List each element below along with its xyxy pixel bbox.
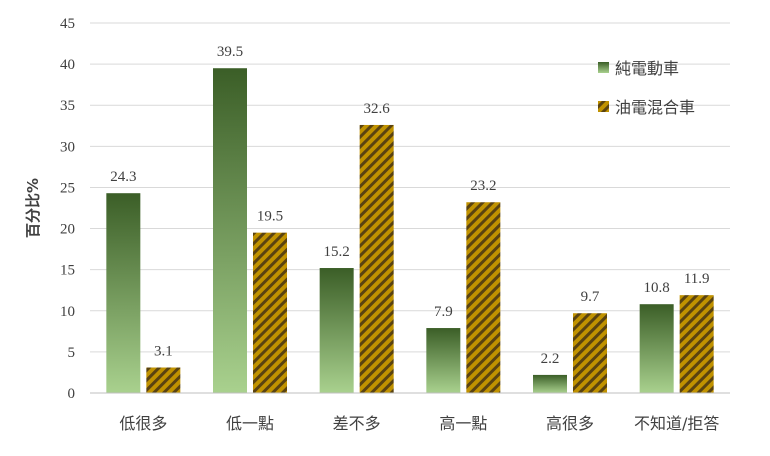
bar-series1 — [639, 304, 674, 393]
data-label-series2: 9.7 — [581, 289, 600, 305]
x-tick-label: 低很多 — [119, 414, 167, 433]
y-axis-ticks: 0 5 10 15 20 25 30 35 40 45 — [60, 16, 75, 402]
legend: 純電動車 油電混合車 — [598, 59, 695, 117]
y-tick-label: 20 — [60, 222, 75, 238]
x-tick-label: 不知道/拒答 — [634, 414, 719, 433]
y-tick-label: 35 — [60, 98, 75, 114]
y-axis-title: 百分比% — [24, 178, 42, 238]
data-label-series2: 19.5 — [257, 209, 283, 225]
data-label-series1: 2.2 — [541, 351, 560, 367]
y-tick-label: 30 — [60, 139, 75, 155]
bar-series1 — [319, 268, 354, 393]
y-tick-label: 5 — [68, 345, 76, 361]
bar-series1 — [213, 68, 247, 393]
data-label-series1: 15.2 — [324, 244, 350, 260]
bar-series1 — [533, 374, 567, 393]
y-tick-label: 40 — [60, 57, 75, 73]
data-label-series1: 39.5 — [217, 44, 243, 60]
bar-series2 — [466, 202, 501, 393]
x-tick-label: 高很多 — [546, 414, 594, 433]
data-label-series1: 7.9 — [434, 304, 453, 320]
bar-series2 — [573, 313, 607, 393]
data-label-series2: 32.6 — [364, 101, 391, 117]
data-label-series1: 24.3 — [110, 169, 136, 185]
data-label-series2: 3.1 — [154, 344, 173, 360]
legend-label-series1: 純電動車 — [615, 59, 679, 78]
bar-series2 — [359, 124, 394, 393]
y-tick-label: 45 — [60, 16, 75, 32]
legend-swatch-series1 — [598, 62, 609, 73]
data-label-series2: 23.2 — [470, 178, 496, 194]
legend-label-series2: 油電混合車 — [615, 98, 695, 117]
bar-series1 — [106, 193, 141, 393]
legend-swatch-series2 — [598, 101, 609, 112]
bars — [106, 68, 714, 393]
data-label-series2: 11.9 — [684, 271, 710, 287]
data-labels: 24.3 3.1 39.5 19.5 15.2 32.6 7.9 23.2 2.2 9.7 10.8… — [110, 44, 709, 367]
bar-series2 — [146, 367, 181, 393]
y-tick-label: 15 — [60, 263, 75, 279]
bar-series1 — [426, 328, 461, 393]
y-tick-label: 10 — [60, 304, 75, 320]
y-tick-label: 0 — [68, 386, 76, 402]
gridlines — [90, 22, 730, 353]
x-tick-label: 低一點 — [226, 414, 274, 433]
x-tick-label: 差不多 — [333, 414, 381, 433]
x-axis-ticks: 低很多 低一點 差不多 高一點 高很多 不知道/拒答 — [119, 414, 719, 433]
y-tick-label: 25 — [60, 180, 75, 196]
x-tick-label: 高一點 — [439, 414, 487, 433]
bar-series2 — [679, 295, 714, 393]
bar-series2 — [253, 232, 287, 393]
data-label-series1: 10.8 — [644, 280, 670, 296]
